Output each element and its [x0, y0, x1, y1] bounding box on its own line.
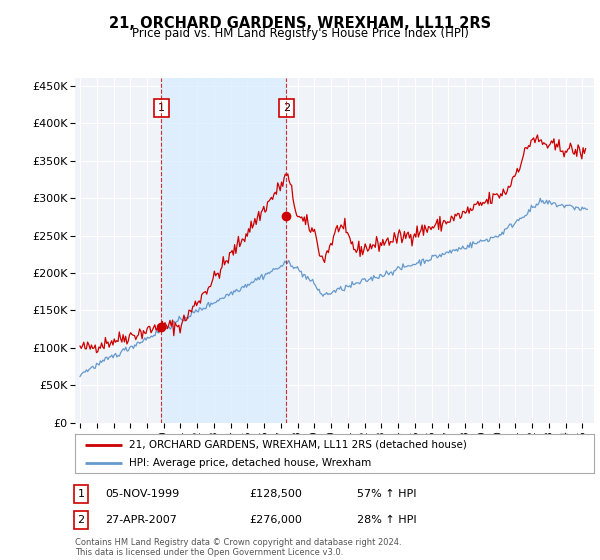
Bar — [161, 78, 286, 423]
Text: 21, ORCHARD GARDENS, WREXHAM, LL11 2RS (detached house): 21, ORCHARD GARDENS, WREXHAM, LL11 2RS (… — [130, 440, 467, 450]
Text: 2: 2 — [283, 104, 290, 113]
Text: 57% ↑ HPI: 57% ↑ HPI — [357, 489, 416, 499]
Text: 1: 1 — [77, 489, 85, 499]
Text: HPI: Average price, detached house, Wrexham: HPI: Average price, detached house, Wrex… — [130, 459, 372, 468]
Text: Contains HM Land Registry data © Crown copyright and database right 2024.
This d: Contains HM Land Registry data © Crown c… — [75, 538, 401, 557]
Text: Price paid vs. HM Land Registry's House Price Index (HPI): Price paid vs. HM Land Registry's House … — [131, 27, 469, 40]
Text: 1: 1 — [158, 104, 165, 113]
Text: 05-NOV-1999: 05-NOV-1999 — [105, 489, 179, 499]
Text: £276,000: £276,000 — [249, 515, 302, 525]
Text: 27-APR-2007: 27-APR-2007 — [105, 515, 177, 525]
Text: 28% ↑ HPI: 28% ↑ HPI — [357, 515, 416, 525]
Text: 21, ORCHARD GARDENS, WREXHAM, LL11 2RS: 21, ORCHARD GARDENS, WREXHAM, LL11 2RS — [109, 16, 491, 31]
Text: £128,500: £128,500 — [249, 489, 302, 499]
Text: 2: 2 — [77, 515, 85, 525]
